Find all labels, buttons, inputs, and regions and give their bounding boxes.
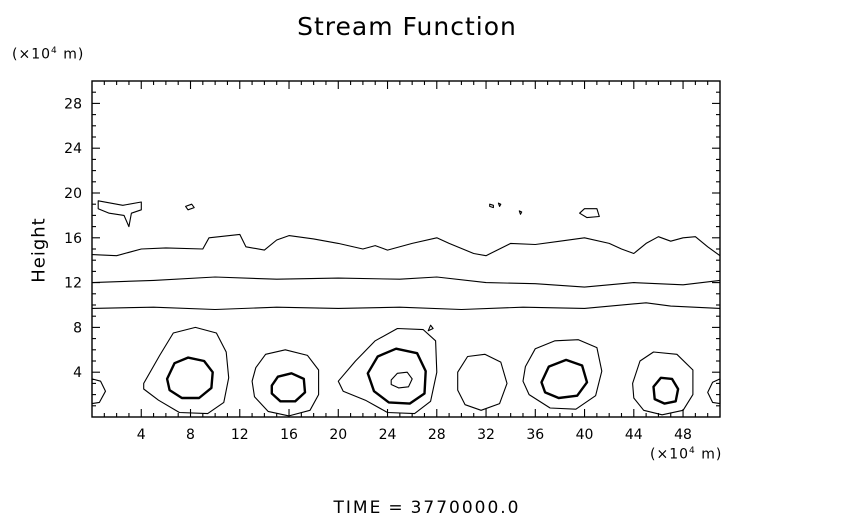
x-tick-label: 8 — [186, 427, 195, 443]
x-unit-suffix: m) — [695, 446, 723, 463]
contour-eddy-1-inner — [165, 356, 214, 400]
y-unit-suffix: m) — [57, 46, 85, 63]
x-tick-label: 20 — [329, 427, 347, 443]
contour-eddy-2-outer — [251, 349, 320, 417]
x-tick-label: 12 — [231, 427, 249, 443]
contour-patch-upper-left — [97, 200, 142, 228]
contour-patch-d — [518, 210, 523, 215]
contour-eddy-2-inner — [270, 372, 307, 403]
contour-eddy-edge-right — [707, 378, 721, 405]
y-unit-prefix: (×10 — [12, 46, 52, 63]
contour-eddy-6-outer — [632, 351, 694, 416]
contour-layer-10 — [91, 302, 721, 311]
contour-eddy-6-inner — [652, 376, 680, 405]
contour-patch-f — [427, 324, 434, 332]
y-axis-unit: (×104 m) — [12, 46, 84, 63]
contour-patch-c — [497, 202, 502, 207]
plot-frame — [91, 80, 721, 418]
contour-eddy-5-outer — [522, 339, 603, 410]
contour-eddy-edge-left — [91, 378, 107, 405]
time-readout: TIME = 3770000.0 — [0, 498, 854, 518]
y-tick-label: 12 — [64, 276, 82, 292]
x-unit-prefix: (×10 — [650, 446, 690, 463]
y-tick-label: 4 — [73, 365, 82, 381]
y-tick-label: 8 — [73, 320, 82, 336]
chart-title: Stream Function — [297, 12, 517, 41]
contour-patch-a — [185, 203, 195, 211]
contour-eddy-5-inner — [540, 358, 589, 400]
x-tick-label: 28 — [428, 427, 446, 443]
y-tick-label: 16 — [64, 231, 82, 247]
contour-eddy-4 — [457, 353, 508, 411]
x-axis-unit: (×104 m) — [650, 446, 722, 463]
time-label: TIME — [333, 498, 383, 518]
time-equals: = — [388, 498, 405, 518]
contour-eddy-3-outer — [337, 327, 438, 415]
x-tick-label: 32 — [477, 427, 495, 443]
contour-layer-15 — [91, 233, 721, 257]
contour-patch-b — [489, 203, 494, 209]
y-tick-label: 24 — [64, 141, 82, 157]
x-unit-exponent: 4 — [689, 446, 696, 456]
contour-eddy-3-core — [390, 371, 413, 389]
x-tick-label: 48 — [674, 427, 692, 443]
x-tick-label: 24 — [379, 427, 397, 443]
contour-lines — [91, 200, 721, 417]
x-tick-label: 16 — [280, 427, 298, 443]
contour-patch-e — [579, 208, 600, 219]
contour-layer-12 — [91, 276, 721, 288]
y-unit-exponent: 4 — [51, 46, 58, 56]
x-tick-label: 44 — [625, 427, 643, 443]
x-tick-label: 36 — [526, 427, 544, 443]
x-tick-label: 4 — [137, 427, 146, 443]
contour-eddy-3-inner — [366, 347, 427, 405]
contour-eddy-1-outer — [143, 326, 230, 415]
y-tick-label: 28 — [64, 96, 82, 112]
y-tick-label: 20 — [64, 186, 82, 202]
x-tick-label: 40 — [576, 427, 594, 443]
time-value: 3770000.0 — [410, 498, 521, 518]
